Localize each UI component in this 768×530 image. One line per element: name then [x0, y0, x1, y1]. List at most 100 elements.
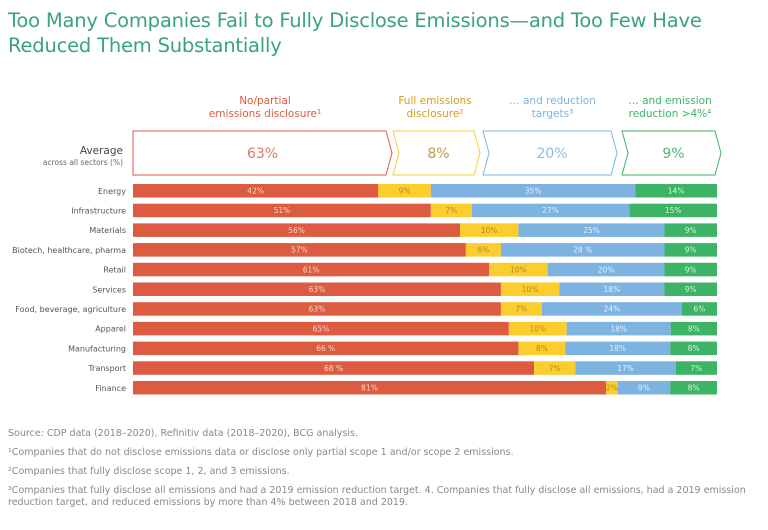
bar-segment-targets — [518, 223, 665, 237]
footnote-1: ¹Companies that do not disclose emission… — [8, 447, 514, 458]
header-targets-line1: … and reduction — [509, 95, 596, 107]
bar-segment-targets — [565, 341, 671, 356]
bar-label-no_partial: 42% — [247, 186, 264, 195]
bar-segment-full — [460, 223, 519, 237]
bar-label-full: 7% — [445, 206, 457, 215]
average-subtitle: across all sectors (%) — [42, 158, 123, 167]
header-targets: … and reduction targets³ — [495, 95, 610, 121]
bar-label-targets: 9% — [638, 383, 650, 392]
bar-label-targets: 18% — [609, 344, 626, 353]
bar-label-no_partial: 65% — [313, 324, 330, 333]
bar-segment-no_partial — [133, 341, 519, 356]
average-box-targets — [482, 130, 618, 176]
row-label: Services — [92, 285, 126, 294]
row-label: Manufacturing — [68, 344, 126, 353]
footnote-3: ³Companies that fully disclose all emiss… — [8, 485, 746, 508]
bar-label-targets: 28 % — [573, 246, 592, 255]
row-label: Energy — [98, 187, 126, 196]
bar-label-no_partial: 56% — [288, 226, 305, 235]
bar-segment-reduction — [670, 321, 717, 336]
bar-label-targets: 35% — [525, 186, 542, 195]
source-note: Source: CDP data (2018–2020), Refinitiv … — [8, 428, 359, 439]
footnotes: Source: CDP data (2018–2020), Refinitiv … — [8, 428, 758, 516]
bar-label-no_partial: 66 % — [316, 344, 335, 353]
bar-segment-reduction — [635, 184, 717, 198]
bar-segment-targets — [547, 262, 665, 277]
bar-label-no_partial: 51% — [274, 206, 291, 215]
bar-label-full: 10% — [529, 324, 546, 333]
header-full-line2: disclosure² — [406, 108, 464, 120]
bar-segment-no_partial — [133, 203, 431, 218]
bar-segment-full — [430, 203, 472, 218]
bar-segment-targets — [617, 381, 671, 395]
bar-segment-reduction — [664, 262, 717, 277]
average-label: Average across all sectors (%) — [43, 145, 123, 167]
bar-label-targets: 17% — [617, 364, 634, 373]
bar-segment-targets — [500, 243, 665, 257]
header-targets-line2: targets³ — [531, 108, 574, 120]
header-reduction-line2: reduction >4%⁴ — [628, 108, 712, 120]
average-box-no_partial — [132, 130, 393, 176]
bar-label-reduction: 6% — [694, 305, 706, 314]
bar-segment-targets — [575, 361, 676, 375]
row-label: Retail — [103, 266, 126, 275]
header-no-partial-line1: No/partial — [239, 95, 291, 107]
average-value-no_partial: 63% — [247, 146, 278, 162]
average-value-targets: 20% — [536, 146, 567, 162]
bar-label-reduction: 9% — [685, 285, 697, 294]
bar-label-full: 7% — [515, 305, 527, 314]
bar-segment-no_partial — [133, 243, 466, 257]
average-box-reduction — [621, 130, 722, 176]
bar-segment-full — [518, 341, 566, 356]
bar-segment-targets — [541, 302, 682, 316]
header-reduction: … and emission reduction >4%⁴ — [615, 95, 725, 121]
bar-segment-reduction — [670, 381, 717, 395]
row-label: Finance — [95, 384, 126, 393]
average-box-full — [392, 130, 481, 176]
bar-label-no_partial: 57% — [291, 246, 308, 255]
row-label: Apparel — [95, 325, 126, 334]
bar-label-full: 6% — [477, 246, 489, 255]
bar-segment-no_partial — [133, 361, 535, 375]
average-title: Average — [79, 145, 123, 157]
bar-segment-reduction — [670, 341, 717, 356]
bar-segment-no_partial — [133, 321, 509, 336]
bar-segment-targets — [566, 321, 671, 336]
bar-label-full: 8% — [536, 344, 548, 353]
bar-segment-no_partial — [133, 381, 607, 395]
bar-label-no_partial: 63% — [309, 285, 326, 294]
bar-label-no_partial: 61% — [303, 265, 320, 274]
bar-segment-targets — [430, 184, 636, 198]
bar-label-full: 2% — [606, 383, 618, 392]
row-label: Materials — [89, 226, 126, 235]
bar-label-full: 10% — [481, 226, 498, 235]
bar-label-full: 10% — [522, 285, 539, 294]
bar-label-reduction: 9% — [685, 246, 697, 255]
chart-title: Too Many Companies Fail to Fully Disclos… — [8, 9, 702, 57]
footnote-2: ²Companies that fully disclose scope 1, … — [8, 466, 290, 477]
bar-label-targets: 18% — [604, 285, 621, 294]
bar-segment-reduction — [629, 203, 717, 218]
bar-label-reduction: 8% — [688, 383, 700, 392]
bar-label-reduction: 9% — [685, 226, 697, 235]
bar-label-reduction: 8% — [688, 344, 700, 353]
bar-segment-full — [606, 381, 618, 395]
row-label: Biotech, healthcare, pharma — [12, 246, 126, 255]
header-full: Full emissions disclosure² — [385, 95, 485, 121]
bar-segment-full — [465, 243, 501, 257]
bar-segment-targets — [471, 203, 630, 218]
bar-segment-full — [489, 262, 548, 277]
header-no-partial-line2: emissions disclosure¹ — [208, 108, 322, 120]
bar-label-targets: 25% — [583, 226, 600, 235]
bar-segment-no_partial — [133, 282, 501, 296]
bar-label-targets: 24% — [604, 305, 621, 314]
bar-segment-reduction — [675, 361, 717, 375]
bar-label-no_partial: 81% — [361, 383, 378, 392]
bar-segment-reduction — [664, 282, 717, 296]
bar-label-reduction: 7% — [690, 364, 702, 373]
bar-label-reduction: 9% — [685, 265, 697, 274]
bar-label-no_partial: 68 % — [324, 364, 343, 373]
bar-segment-no_partial — [133, 184, 379, 198]
stacked-bar-chart: 63% 8% 20% 9% Energy 42% 9% 35% 14% Infrastructur… — [12, 130, 722, 395]
bar-segment-no_partial — [133, 223, 461, 237]
